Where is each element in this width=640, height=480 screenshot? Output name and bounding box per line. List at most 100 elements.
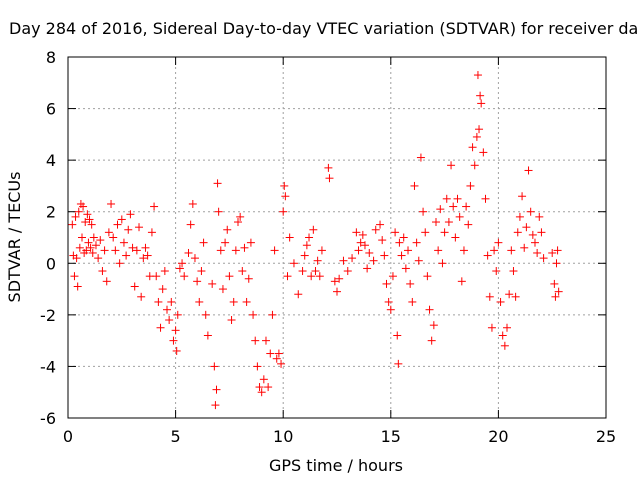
- data-point: [223, 225, 232, 234]
- data-point: [102, 277, 111, 286]
- data-point: [240, 243, 249, 252]
- data-point: [427, 336, 436, 345]
- data-point: [255, 383, 264, 392]
- data-point: [117, 215, 126, 224]
- y-tick-label: -2: [40, 306, 56, 325]
- data-point: [550, 279, 559, 288]
- data-point: [457, 277, 466, 286]
- y-tick-label: -4: [40, 357, 56, 376]
- data-point: [354, 246, 363, 255]
- data-point: [487, 323, 496, 332]
- data-point: [85, 215, 94, 224]
- data-point: [300, 251, 309, 260]
- data-point: [72, 254, 81, 263]
- data-point: [425, 305, 434, 314]
- data-point: [369, 256, 378, 265]
- data-point: [524, 166, 533, 175]
- grid-lines: [68, 57, 606, 418]
- data-point: [238, 267, 247, 276]
- data-point: [115, 259, 124, 268]
- data-point: [492, 267, 501, 276]
- data-point: [158, 285, 167, 294]
- data-point: [509, 267, 518, 276]
- data-point: [309, 225, 318, 234]
- data-point: [522, 223, 531, 232]
- data-point: [70, 272, 79, 281]
- data-point: [294, 290, 303, 299]
- data-point: [132, 246, 141, 255]
- data-point: [485, 292, 494, 301]
- data-point: [305, 233, 314, 242]
- data-point: [213, 179, 222, 188]
- data-point: [107, 199, 116, 208]
- data-point: [100, 246, 109, 255]
- data-point: [401, 264, 410, 273]
- data-point: [162, 305, 171, 314]
- data-point: [553, 246, 562, 255]
- data-point: [343, 267, 352, 276]
- data-point: [468, 143, 477, 152]
- data-point: [84, 238, 93, 247]
- data-point: [201, 310, 210, 319]
- data-point: [515, 212, 524, 221]
- data-point: [421, 228, 430, 237]
- data-point: [89, 233, 98, 242]
- data-point: [128, 243, 137, 252]
- data-point: [175, 264, 184, 273]
- data-point: [88, 248, 97, 257]
- data-point: [528, 230, 537, 239]
- data-point: [325, 174, 334, 183]
- data-points: [68, 71, 563, 410]
- data-point: [548, 248, 557, 257]
- data-point: [178, 259, 187, 268]
- data-point: [277, 359, 286, 368]
- data-point: [242, 297, 251, 306]
- data-point: [98, 267, 107, 276]
- data-point: [216, 246, 225, 255]
- tick-labels: 0 5 10 15 20 25 -6 -4 -2 0 2 4 6 8: [40, 48, 616, 446]
- data-point: [554, 287, 563, 296]
- data-point: [141, 243, 150, 252]
- chart-title-text: Day 284 of 2016, Sidereal Day-to-day VTE…: [9, 19, 638, 38]
- x-tick-label: 25: [596, 427, 616, 446]
- data-point: [94, 254, 103, 263]
- data-point: [203, 331, 212, 340]
- data-point: [498, 331, 507, 340]
- data-point: [352, 228, 361, 237]
- data-point: [111, 246, 120, 255]
- data-point: [137, 292, 146, 301]
- y-tick-label: 2: [46, 203, 56, 222]
- data-point: [272, 354, 281, 363]
- data-point: [391, 228, 400, 237]
- data-point: [477, 99, 486, 108]
- data-point: [479, 148, 488, 157]
- data-point: [251, 336, 260, 345]
- data-point: [447, 161, 456, 170]
- data-point: [552, 259, 561, 268]
- data-point: [211, 401, 220, 410]
- data-point: [311, 267, 320, 276]
- data-point: [225, 272, 234, 281]
- data-point: [77, 233, 86, 242]
- data-point: [414, 256, 423, 265]
- data-point: [79, 202, 88, 211]
- data-point: [221, 238, 230, 247]
- data-point: [249, 310, 258, 319]
- data-point: [412, 238, 421, 247]
- data-point: [376, 220, 385, 229]
- data-point: [315, 272, 324, 281]
- y-tick-label: 6: [46, 100, 56, 119]
- data-point: [404, 246, 413, 255]
- data-point: [150, 202, 159, 211]
- chart-title: Day 284 of 2016, Sidereal Day-to-day VTE…: [9, 19, 638, 38]
- data-point: [208, 279, 217, 288]
- data-point: [124, 225, 133, 234]
- data-point: [298, 267, 307, 276]
- data-point: [71, 212, 80, 221]
- data-point: [214, 207, 223, 216]
- data-point: [423, 272, 432, 281]
- y-tick-label: -6: [40, 409, 56, 428]
- data-point: [274, 349, 283, 358]
- y-tick-label: 4: [46, 151, 56, 170]
